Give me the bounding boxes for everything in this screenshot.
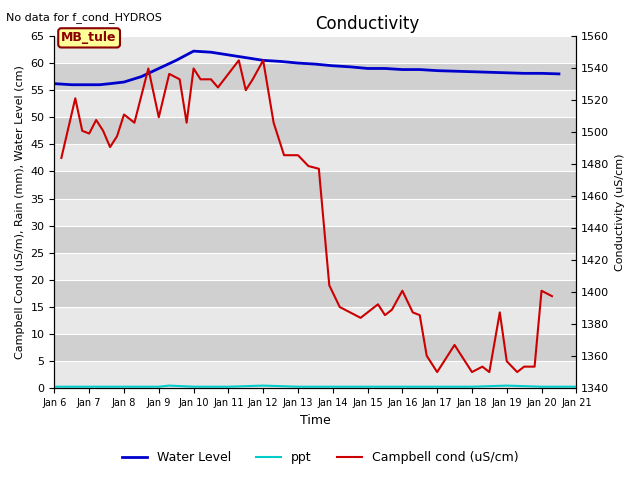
Y-axis label: Campbell Cond (uS/m), Rain (mm), Water Level (cm): Campbell Cond (uS/m), Rain (mm), Water L…: [15, 65, 25, 359]
X-axis label: Time: Time: [300, 414, 331, 427]
Text: MB_tule: MB_tule: [61, 31, 117, 44]
Bar: [54, 361, 577, 388]
Bar: [54, 63, 577, 90]
Bar: [54, 144, 577, 171]
Bar: [54, 117, 577, 144]
Bar: [54, 307, 577, 334]
Bar: [54, 280, 577, 307]
Bar: [54, 36, 577, 63]
Bar: [54, 171, 577, 199]
Bar: [54, 226, 577, 253]
Legend: Water Level, ppt, Campbell cond (uS/cm): Water Level, ppt, Campbell cond (uS/cm): [116, 446, 524, 469]
Bar: [54, 334, 577, 361]
Text: No data for f_cond_HYDROS: No data for f_cond_HYDROS: [6, 12, 163, 23]
Y-axis label: Conductivity (uS/cm): Conductivity (uS/cm): [615, 154, 625, 271]
Bar: [54, 90, 577, 117]
Title: Conductivity: Conductivity: [316, 15, 420, 33]
Bar: [54, 253, 577, 280]
Bar: [54, 199, 577, 226]
